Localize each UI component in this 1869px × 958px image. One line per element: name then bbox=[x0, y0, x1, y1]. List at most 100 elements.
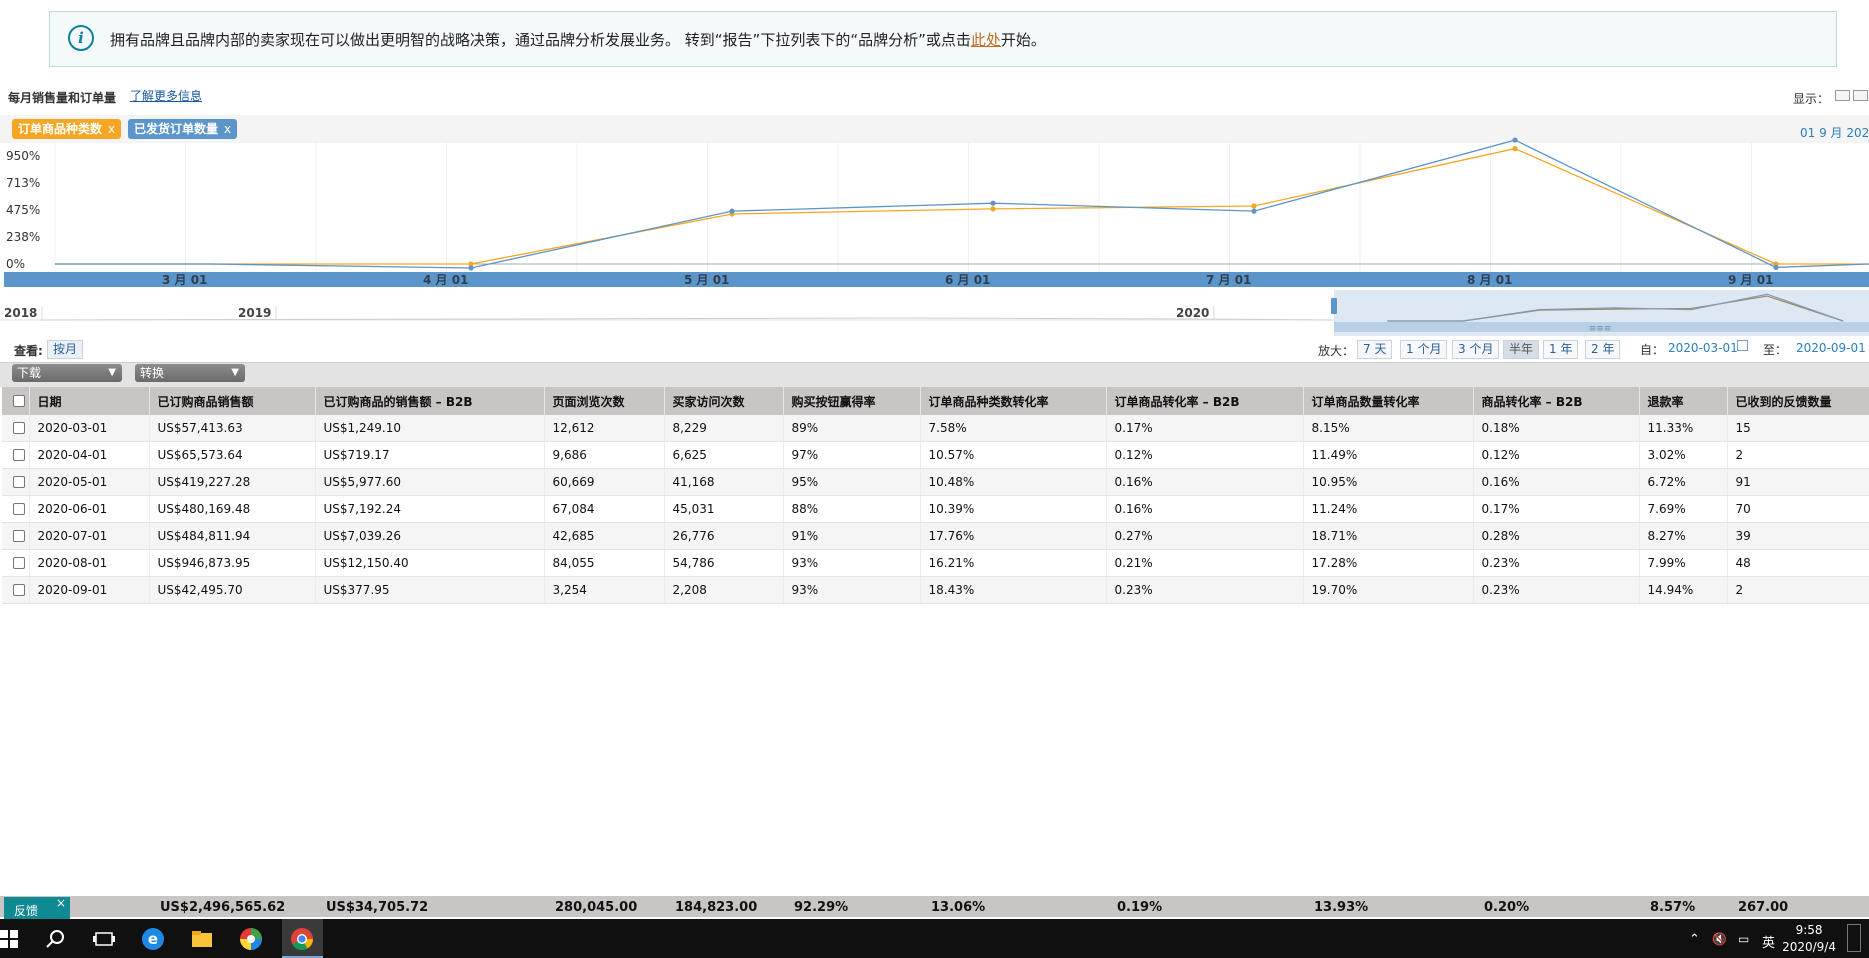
clock-time: 9:58 bbox=[1795, 923, 1823, 937]
chrome-icon[interactable] bbox=[290, 927, 314, 951]
search-icon[interactable] bbox=[44, 927, 68, 951]
file-explorer-icon[interactable] bbox=[190, 927, 214, 951]
row-select-cell[interactable] bbox=[2, 468, 30, 496]
filter-label: 已发货订单数量 bbox=[134, 122, 219, 136]
row-select-cell[interactable] bbox=[2, 522, 30, 550]
column-header[interactable]: 已订购商品的销售额 – B2B bbox=[315, 387, 545, 415]
row-select-cell[interactable] bbox=[2, 576, 30, 604]
chart-view-icon[interactable] bbox=[1853, 90, 1868, 101]
column-header[interactable]: 已订购商品销售额 bbox=[149, 387, 316, 415]
column-header[interactable]: 已收到的反馈数量 bbox=[1727, 387, 1869, 415]
table-cell: 41,168 bbox=[664, 468, 784, 496]
table-cell: 15 bbox=[1727, 415, 1869, 442]
edge-icon[interactable]: e bbox=[141, 927, 165, 951]
ime-indicator[interactable]: 英 bbox=[1762, 936, 1776, 951]
table-cell: 84,055 bbox=[544, 549, 665, 577]
table-cell: 0.17% bbox=[1106, 415, 1304, 442]
navigator-scrollbar[interactable] bbox=[1334, 322, 1869, 332]
close-icon[interactable]: × bbox=[55, 896, 66, 910]
row-checkbox[interactable] bbox=[13, 530, 26, 542]
column-header[interactable]: 商品转化率 – B2B bbox=[1473, 387, 1640, 415]
row-checkbox[interactable] bbox=[13, 584, 26, 596]
from-date-input[interactable]: 2020-03-01 bbox=[1668, 341, 1738, 355]
column-header[interactable]: 页面浏览次数 bbox=[544, 387, 665, 415]
learn-more-link[interactable]: 了解更多信息 bbox=[130, 89, 203, 103]
zoom-2-years-button[interactable]: 2 年 bbox=[1585, 340, 1621, 359]
data-point[interactable] bbox=[1773, 264, 1779, 271]
data-point[interactable] bbox=[468, 261, 474, 267]
by-month-button[interactable]: 按月 bbox=[47, 340, 84, 359]
table-cell: 18.43% bbox=[920, 576, 1107, 604]
colorful-app-icon[interactable] bbox=[239, 927, 263, 951]
notice-message: 拥有品牌且品牌内部的卖家现在可以做出更明智的战略决策，通过品牌分析发展业务。 转… bbox=[110, 29, 1046, 50]
column-header[interactable]: 订单商品转化率 – B2B bbox=[1106, 387, 1304, 415]
table-cell: 0.17% bbox=[1473, 495, 1640, 523]
task-view-icon[interactable] bbox=[92, 927, 116, 951]
filter-pill-items[interactable]: 订单商品种类数 x bbox=[12, 119, 122, 139]
zoom-7-days-button[interactable]: 7 天 bbox=[1357, 340, 1393, 359]
table-cell: 11.24% bbox=[1303, 495, 1474, 523]
column-header[interactable]: 日期 bbox=[29, 387, 150, 415]
data-point[interactable] bbox=[1251, 208, 1257, 214]
download-select-label: 下载 bbox=[17, 366, 42, 380]
chevron-up-icon[interactable]: ⌃ bbox=[1689, 932, 1700, 947]
navigator-year-label: 2020 bbox=[1176, 306, 1209, 320]
row-checkbox[interactable] bbox=[13, 557, 26, 569]
system-clock[interactable]: 9:58 2020/9/4 bbox=[1782, 922, 1836, 956]
row-checkbox[interactable] bbox=[13, 449, 26, 461]
filter-pill-shipped[interactable]: 已发货订单数量 x bbox=[128, 119, 238, 139]
convert-select[interactable]: 转换 ▼ bbox=[135, 364, 245, 382]
column-header[interactable]: 订单商品种类数转化率 bbox=[920, 387, 1107, 415]
zoom-1-month-button[interactable]: 1 个月 bbox=[1400, 340, 1448, 359]
row-checkbox[interactable] bbox=[13, 503, 26, 515]
data-point[interactable] bbox=[1512, 137, 1518, 143]
zoom-half-year-button[interactable]: 半年 bbox=[1503, 340, 1540, 359]
column-header[interactable]: 购买按钮赢得率 bbox=[783, 387, 921, 415]
table-view-icon[interactable] bbox=[1835, 90, 1850, 101]
feedback-button[interactable]: 反馈 × bbox=[4, 896, 70, 919]
data-point[interactable] bbox=[990, 200, 996, 206]
table-cell: 45,031 bbox=[664, 495, 784, 523]
scrollbar-grip-icon[interactable]: ≡≡≡ bbox=[1589, 324, 1612, 334]
chevron-down-icon: ▼ bbox=[108, 367, 116, 378]
filter-label: 订单商品种类数 bbox=[18, 122, 103, 136]
row-checkbox[interactable] bbox=[13, 422, 26, 434]
select-all-checkbox[interactable] bbox=[13, 395, 26, 407]
total-cell: US$34,705.72 bbox=[326, 900, 429, 915]
navigator-handle-left[interactable] bbox=[1331, 298, 1337, 314]
row-select-cell[interactable] bbox=[2, 441, 30, 469]
range-navigator[interactable]: 2018 2019 2020 ≡≡≡ bbox=[0, 288, 1869, 336]
notification-icon[interactable] bbox=[1847, 924, 1861, 952]
table-cell: 0.12% bbox=[1106, 441, 1304, 469]
windows-start-icon[interactable] bbox=[0, 930, 18, 948]
row-select-cell[interactable] bbox=[2, 549, 30, 577]
data-point[interactable] bbox=[1251, 203, 1257, 209]
zoom-3-months-button[interactable]: 3 个月 bbox=[1452, 340, 1500, 359]
table-cell: US$419,227.28 bbox=[149, 468, 316, 496]
column-header[interactable]: 订单商品数量转化率 bbox=[1303, 387, 1474, 415]
row-checkbox[interactable] bbox=[13, 476, 26, 488]
to-date-input[interactable]: 2020-09-01 bbox=[1796, 341, 1866, 355]
table-cell: 6,625 bbox=[664, 441, 784, 469]
data-point[interactable] bbox=[468, 265, 474, 271]
volume-muted-icon[interactable]: 🔇 bbox=[1712, 932, 1727, 946]
data-point[interactable] bbox=[990, 206, 996, 212]
data-point[interactable] bbox=[729, 208, 735, 214]
row-select-cell[interactable] bbox=[2, 495, 30, 523]
table-cell: 0.23% bbox=[1106, 576, 1304, 604]
remove-filter-icon[interactable]: x bbox=[108, 122, 116, 136]
calendar-icon[interactable] bbox=[1737, 340, 1748, 351]
row-select-cell[interactable] bbox=[2, 415, 30, 442]
notice-link[interactable]: 此处 bbox=[970, 31, 1001, 49]
feedback-label: 反馈 bbox=[14, 904, 39, 918]
column-header[interactable]: 买家访问次数 bbox=[664, 387, 784, 415]
network-icon[interactable]: ▭ bbox=[1738, 932, 1750, 946]
zoom-1-year-button[interactable]: 1 年 bbox=[1543, 340, 1579, 359]
data-point[interactable] bbox=[1512, 146, 1518, 152]
select-all-cell[interactable] bbox=[2, 387, 30, 415]
column-header[interactable]: 退款率 bbox=[1639, 387, 1728, 415]
navigator-svg[interactable]: 2018 2019 2020 ≡≡≡ bbox=[0, 288, 1869, 336]
download-select[interactable]: 下载 ▼ bbox=[12, 364, 122, 382]
remove-filter-icon[interactable]: x bbox=[224, 122, 232, 136]
table-cell: US$484,811.94 bbox=[149, 522, 316, 550]
